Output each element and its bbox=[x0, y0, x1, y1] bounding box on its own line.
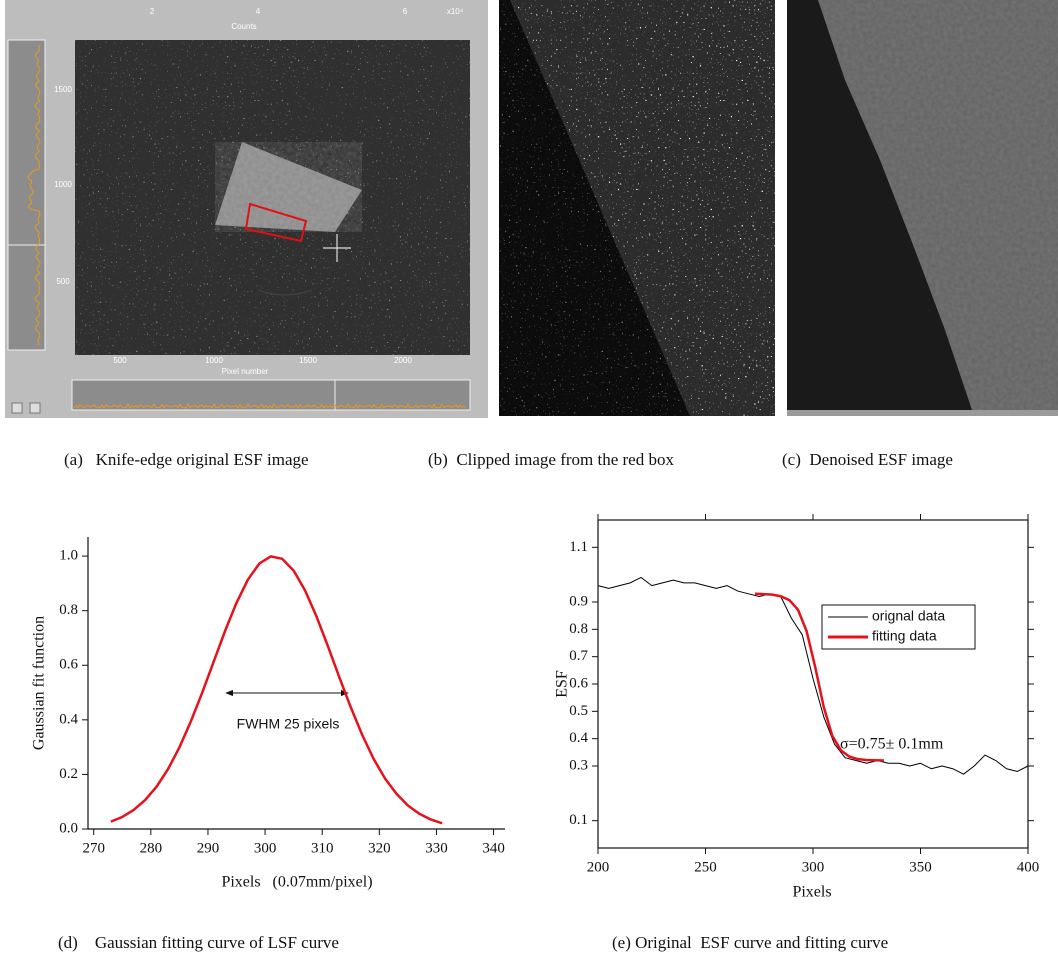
plot-frame bbox=[598, 520, 1028, 848]
annotation: σ=0.75± 0.1mm bbox=[840, 736, 944, 753]
caption: (c) Denoised ESF image bbox=[782, 450, 953, 469]
figure: 2 4 6 Counts x10⁴ 1500 1000 500 500 1000… bbox=[0, 0, 1058, 966]
bottom-label: Pixel number bbox=[222, 367, 269, 376]
x-tick-label: 250 bbox=[694, 859, 717, 875]
bottom-tick: 2000 bbox=[394, 356, 412, 365]
top-tick: 6 bbox=[403, 7, 408, 16]
left-tick: 500 bbox=[56, 277, 70, 286]
y-tick-label: 0.6 bbox=[59, 657, 78, 673]
x-tick-label: 400 bbox=[1017, 859, 1040, 875]
x-tick-label: 320 bbox=[368, 840, 391, 856]
caption: (e) Original ESF curve and fitting curve bbox=[612, 933, 888, 952]
top-label: Counts bbox=[231, 22, 256, 31]
y-axis-label: ESF bbox=[554, 670, 571, 698]
x-tick-label: 330 bbox=[425, 840, 448, 856]
x-tick-label: 340 bbox=[482, 840, 505, 856]
x-tick-label: 270 bbox=[82, 840, 105, 856]
legend-label: orignal data bbox=[872, 608, 945, 624]
top-unit: x10⁴ bbox=[447, 7, 464, 16]
panel-b bbox=[499, 0, 775, 416]
x-axis-label: Pixels bbox=[792, 884, 831, 901]
data-line bbox=[111, 556, 442, 823]
caption: (d) Gaussian fitting curve of LSF curve bbox=[58, 933, 339, 952]
y-tick-label: 0.4 bbox=[569, 730, 588, 746]
panel-a: 2 4 6 Counts x10⁴ 1500 1000 500 500 1000… bbox=[5, 0, 488, 418]
annotation: FWHM 25 pixels bbox=[237, 716, 340, 732]
top-tick: 4 bbox=[256, 7, 261, 16]
x-tick-label: 200 bbox=[587, 859, 610, 875]
left-tick: 1500 bbox=[54, 85, 72, 94]
caption: (a) Knife-edge original ESF image bbox=[64, 450, 309, 469]
bottom-tick: 500 bbox=[113, 356, 127, 365]
y-tick-label: 0.3 bbox=[569, 757, 588, 773]
panel-c bbox=[787, 0, 1058, 416]
x-tick-label: 350 bbox=[909, 859, 932, 875]
x-axis-label: Pixels (0.07mm/pixel) bbox=[221, 874, 372, 891]
y-tick-label: 0.8 bbox=[59, 602, 78, 618]
top-tick: 2 bbox=[150, 7, 155, 16]
legend-label: fitting data bbox=[872, 628, 937, 644]
y-tick-label: 0.9 bbox=[569, 593, 588, 609]
x-tick-label: 300 bbox=[802, 859, 825, 875]
y-tick-label: 0.8 bbox=[569, 621, 588, 637]
bottom-tick: 1500 bbox=[299, 356, 317, 365]
y-tick-label: 1.0 bbox=[59, 548, 78, 564]
y-tick-label: 0.5 bbox=[569, 703, 588, 719]
y-tick-label: 0.0 bbox=[59, 820, 78, 836]
y-tick-label: 0.1 bbox=[569, 812, 588, 828]
caption: (b) Clipped image from the red box bbox=[428, 450, 674, 469]
y-axis-label: Gaussian fit function bbox=[31, 616, 48, 750]
x-tick-label: 300 bbox=[254, 840, 277, 856]
x-tick-label: 290 bbox=[197, 840, 220, 856]
left-tick: 1000 bbox=[54, 180, 72, 189]
y-tick-label: 1.1 bbox=[569, 539, 588, 555]
y-tick-label: 0.4 bbox=[59, 711, 78, 727]
y-tick-label: 0.2 bbox=[59, 766, 78, 782]
x-tick-label: 280 bbox=[140, 840, 163, 856]
x-tick-label: 310 bbox=[311, 840, 334, 856]
y-tick-label: 0.6 bbox=[569, 675, 588, 691]
y-tick-label: 0.7 bbox=[569, 648, 588, 664]
bottom-tick: 1000 bbox=[205, 356, 223, 365]
